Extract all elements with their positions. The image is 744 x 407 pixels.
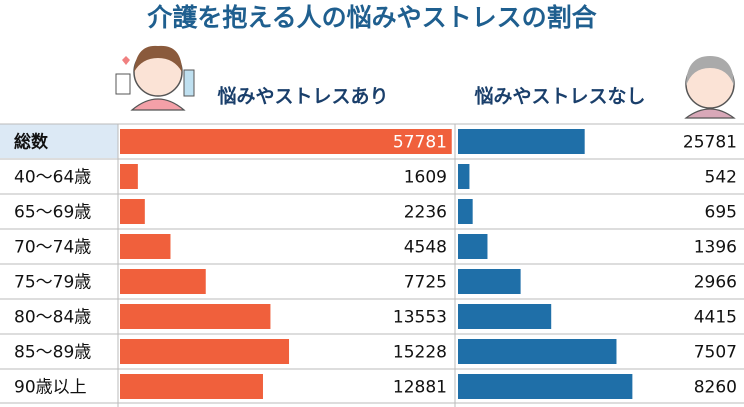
category-label: 70〜74歳 [14,238,91,258]
value-label: 7507 [694,343,737,363]
value-label: 4548 [404,238,447,258]
bar [120,269,206,294]
value-label: 2966 [694,273,737,293]
bar [120,129,452,154]
value-label: 695 [705,203,737,223]
value-label: 8260 [694,378,737,398]
value-label: 13553 [393,308,447,328]
category-label: 75〜79歳 [14,273,91,293]
category-label: 総数 [14,132,49,153]
illustration-right [684,56,736,119]
value-label: 4415 [694,308,737,328]
value-label: 1396 [694,238,737,258]
category-label: 65〜69歳 [14,203,91,223]
bar [120,374,263,399]
header-cell [0,124,118,158]
bar [120,164,138,189]
bar [458,374,633,399]
illustration-left [115,45,195,111]
value-label: 7725 [404,273,447,293]
bar [458,269,521,294]
chart-title: 介護を抱える人の悩みやストレスの割合 [146,3,597,32]
value-label: 57781 [393,133,447,153]
bar [120,199,145,224]
category-label: 90歳以上 [14,378,87,398]
value-label: 1609 [404,168,447,188]
bar [120,234,171,259]
bar [458,234,488,259]
bar [458,129,585,154]
bar [120,304,271,329]
legend-label: 悩みやストレスなし [474,85,645,108]
category-label: 85〜89歳 [14,343,91,363]
bar [458,199,473,224]
value-label: 12881 [393,378,447,398]
value-label: 25781 [683,133,737,153]
category-label: 80〜84歳 [14,308,91,328]
bar [120,339,290,364]
value-label: 2236 [404,203,447,223]
bar [458,304,552,329]
value-label: 15228 [393,343,447,363]
bar [458,164,470,189]
bar [458,339,617,364]
value-label: 542 [705,168,737,188]
legend-label: 悩みやストレスあり [217,85,388,108]
category-label: 40〜64歳 [14,168,91,188]
